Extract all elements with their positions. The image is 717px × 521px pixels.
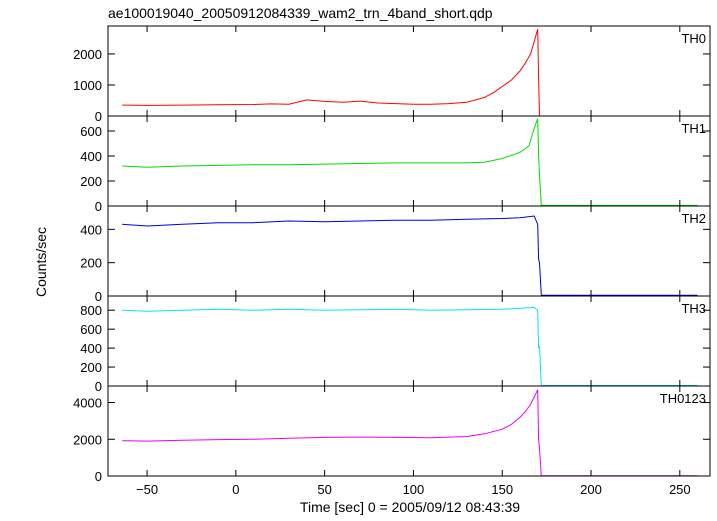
x-tick-label: 250 — [669, 482, 691, 497]
y-tick-label: 400 — [80, 222, 102, 237]
y-tick-label: 0 — [95, 109, 102, 124]
x-tick-label: 200 — [580, 482, 602, 497]
y-tick-label: 2000 — [73, 47, 102, 62]
y-tick-label: 4000 — [73, 396, 102, 411]
y-tick-label: 0 — [95, 379, 102, 394]
panel-frame-th2 — [107, 205, 711, 297]
band-label-th2: TH2 — [681, 211, 706, 226]
band-label-th1: TH1 — [681, 121, 706, 136]
y-tick-label: 0 — [95, 469, 102, 484]
series-line-th0 — [122, 28, 698, 117]
y-tick-label: 0 — [95, 199, 102, 214]
y-tick-label: 200 — [80, 256, 102, 271]
x-tick-label: 150 — [491, 482, 513, 497]
y-tick-label: 400 — [80, 149, 102, 164]
y-tick-label: 2000 — [73, 432, 102, 447]
band-label-th0: TH0 — [681, 31, 706, 46]
x-tick-label: 0 — [232, 482, 239, 497]
panel-th0123: 0 2000 4000 TH0123 — [73, 385, 711, 484]
panel-th1: 0 200 400 600 TH1 — [80, 115, 711, 214]
y-axis-label: Counts/sec — [33, 227, 49, 297]
x-tick-label: −50 — [136, 482, 158, 497]
panel-frame-th1 — [107, 115, 711, 207]
y-tick-label: 1000 — [73, 78, 102, 93]
panel-th3: 0 200 400 600 800 TH3 — [80, 295, 711, 394]
series-line-th2 — [122, 215, 698, 296]
band-label-th0123: TH0123 — [660, 391, 706, 406]
y-tick-label: 0 — [95, 289, 102, 304]
y-tick-label: 800 — [80, 303, 102, 318]
x-tick-label: 50 — [317, 482, 331, 497]
x-tick-label: 100 — [403, 482, 425, 497]
band-label-th3: TH3 — [681, 301, 706, 316]
y-tick-label: 200 — [80, 360, 102, 375]
y-tick-label: 200 — [80, 174, 102, 189]
panel-frame-th0123 — [107, 385, 711, 477]
y-tick-label: 600 — [80, 124, 102, 139]
series-line-th3 — [122, 306, 698, 386]
series-line-th1 — [122, 118, 698, 206]
x-axis-label: Time [sec] 0 = 2005/09/12 08:43:39 — [300, 499, 520, 515]
panel-th0: 0 1000 2000 TH0 — [73, 25, 711, 124]
panel-th2: 0 200 400 TH2 — [80, 205, 711, 304]
series-line-th0123 — [122, 389, 698, 477]
y-tick-label: 600 — [80, 322, 102, 337]
panel-frame-th0 — [107, 25, 711, 117]
chart-title: ae100019040_20050912084339_wam2_trn_4ban… — [108, 5, 493, 21]
y-tick-label: 400 — [80, 341, 102, 356]
